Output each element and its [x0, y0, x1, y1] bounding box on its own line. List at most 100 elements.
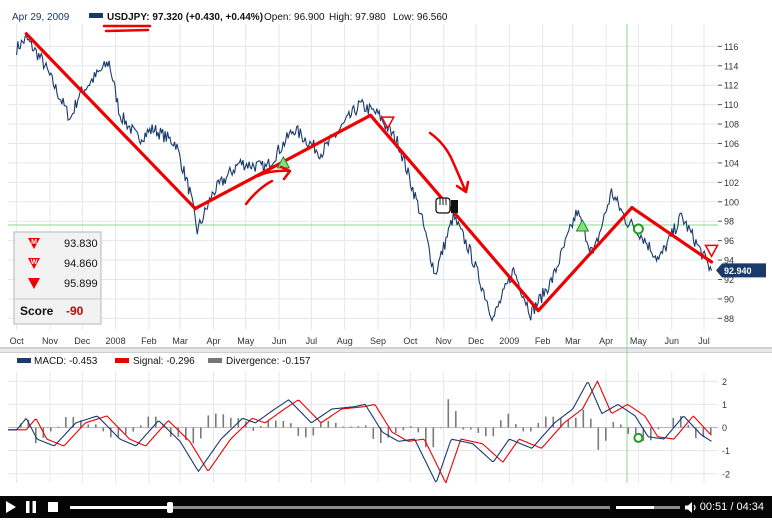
divergence-bar [365, 425, 367, 427]
volume-slider[interactable] [616, 506, 680, 509]
x-tick-label: Feb [535, 336, 551, 346]
divergence-bar [673, 418, 675, 428]
divergence-bar [335, 423, 337, 428]
last-price-label: 92.940 [724, 266, 752, 276]
divergence-bar [230, 418, 232, 428]
x-tick-label: Jul [306, 336, 318, 346]
y-tick-label: 88 [724, 314, 734, 324]
x-tick-label: Nov [436, 336, 453, 346]
x-tick-label: Jun [664, 336, 679, 346]
divergence-bar [313, 428, 315, 436]
divergence-bar [395, 428, 397, 434]
divergence-legend-swatch [208, 358, 222, 363]
macd-y-tick-label: 1 [722, 400, 727, 410]
divergence-bar [410, 426, 412, 427]
divergence-bar [125, 428, 127, 435]
divergence-bar [373, 428, 375, 439]
divergence-bar [688, 425, 690, 428]
play-button[interactable] [4, 496, 18, 518]
divergence-bar [95, 424, 97, 427]
divergence-bar [598, 428, 600, 450]
divergence-bar [298, 428, 300, 436]
x-tick-label: Aug [337, 336, 353, 346]
divergence-bar [155, 417, 157, 428]
score-badge: W [31, 259, 38, 266]
score-badge: M [31, 239, 37, 246]
divergence-bar [680, 416, 682, 428]
score-value-row: 95.899 [64, 278, 98, 290]
total-time: 04:34 [736, 501, 764, 513]
divergence-bar [583, 410, 585, 428]
divergence-bar [545, 417, 547, 428]
stock-chart: 889092949698100102104106108110112114116 … [0, 0, 772, 496]
divergence-bar [710, 428, 712, 434]
divergence-bar [440, 428, 442, 429]
y-tick-label: 110 [724, 100, 738, 110]
y-tick-label: 106 [724, 139, 739, 149]
y-tick-label: 104 [724, 158, 739, 168]
score-value-row: 93.830 [64, 238, 98, 250]
macd-y-tick-label: -2 [722, 469, 730, 479]
speaker-icon [685, 502, 697, 513]
score-label: Score [20, 304, 54, 318]
divergence-bar [403, 428, 405, 431]
divergence-bar [215, 414, 217, 428]
price-plot-area [8, 24, 718, 330]
volume-button[interactable] [684, 496, 698, 518]
video-player-bar: 00:51 / 04:34 [0, 496, 772, 518]
seek-bar-handle[interactable] [167, 502, 173, 513]
x-tick-label: Apr [599, 336, 613, 346]
divergence-bar [433, 428, 435, 448]
signal-legend-label: Signal: -0.296 [133, 356, 195, 367]
series-swatch [89, 13, 103, 18]
divergence-bar [613, 422, 615, 428]
divergence-bar [275, 421, 277, 428]
divergence-bar [178, 428, 180, 437]
divergence-bar [418, 428, 420, 433]
y-tick-label: 98 [724, 217, 734, 227]
divergence-bar [463, 428, 465, 430]
divergence-bar [568, 420, 570, 427]
cursor-hand-icon [436, 198, 458, 213]
pause-button[interactable] [24, 496, 38, 518]
stop-button[interactable] [46, 496, 60, 518]
divergence-bar [493, 428, 495, 437]
divergence-bar [470, 428, 472, 430]
header-date: Apr 29, 2009 [12, 12, 70, 23]
divergence-bar [200, 428, 202, 439]
divergence-bar [193, 428, 195, 444]
x-tick-label: Nov [42, 336, 59, 346]
x-tick-label: 2009 [499, 336, 519, 346]
divergence-bar [500, 420, 502, 427]
y-tick-label: 116 [724, 42, 738, 52]
x-tick-label: Jun [272, 336, 287, 346]
divergence-bar [50, 428, 52, 432]
divergence-bar [553, 417, 555, 428]
divergence-bar [650, 428, 652, 441]
macd-y-tick-label: 0 [722, 423, 727, 433]
divergence-bar [118, 428, 120, 438]
macd-legend: MACD: -0.453 Signal: -0.296 Divergence: … [17, 356, 311, 367]
y-tick-label: 100 [724, 197, 739, 207]
divergence-bar [350, 427, 352, 428]
divergence-bar [133, 428, 135, 432]
header-symbol: USDJPY: 97.320 (+0.430, +0.44%) [107, 12, 263, 23]
seek-bar[interactable] [70, 506, 610, 509]
divergence-bar [478, 428, 480, 433]
divergence-bar [358, 426, 360, 427]
elapsed-time: 00:51 [700, 501, 728, 513]
divergence-bar [523, 428, 525, 432]
macd-y-tick-label: -1 [722, 446, 730, 456]
score-value-row: 94.860 [64, 258, 98, 270]
x-tick-label: Oct [403, 336, 418, 346]
header-low: Low: 96.560 [393, 12, 448, 23]
divergence-bar [290, 423, 292, 427]
divergence-bar [140, 425, 142, 427]
divergence-bar [448, 399, 450, 427]
x-tick-label: Sep [370, 336, 386, 346]
x-tick-label: Dec [468, 336, 485, 346]
divergence-bar [103, 428, 105, 432]
header-high: High: 97.980 [329, 12, 386, 23]
macd-circle-marker [634, 434, 642, 442]
